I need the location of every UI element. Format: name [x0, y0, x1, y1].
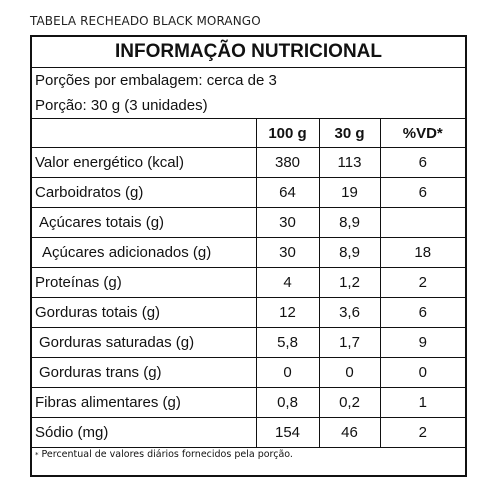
nutrition-table: 100 g 30 g %VD* Valor energético (kcal) …: [32, 119, 465, 447]
nutrition-facts-panel: INFORMAÇÃO NUTRICIONAL Porções por embal…: [30, 35, 467, 477]
value-per-portion: 8,9: [318, 207, 381, 238]
nutrient-label: Gorduras trans (g): [32, 357, 257, 388]
value-per-portion: 1,7: [318, 327, 381, 358]
value-per-100g: 30: [255, 207, 320, 238]
nutrient-label: Açúcares totais (g): [32, 207, 257, 238]
servings-per-package: Porções por embalagem: cerca de 3: [35, 72, 277, 89]
value-per-100g: 64: [255, 177, 320, 208]
value-per-portion: 0,2: [318, 387, 381, 418]
value-per-100g: 154: [255, 417, 320, 447]
header-per-100g: 100 g: [255, 119, 320, 148]
label-heading: TABELA RECHEADO BLACK MORANGO: [30, 14, 261, 28]
nutrient-label: Valor energético (kcal): [32, 147, 257, 178]
value-per-portion: 3,6: [318, 297, 381, 328]
table-row: Sódio (mg) 154 46 2: [32, 417, 465, 447]
table-header-row: 100 g 30 g %VD*: [32, 119, 465, 148]
nutrient-label: Açúcares adicionados (g): [32, 237, 257, 268]
value-per-portion: 46: [318, 417, 381, 447]
header-blank: [32, 119, 257, 148]
value-per-100g: 0,8: [255, 387, 320, 418]
nutrient-label: Carboidratos (g): [32, 177, 257, 208]
nutrient-label: Gorduras saturadas (g): [32, 327, 257, 358]
table-row: Açúcares totais (g) 30 8,9: [32, 207, 465, 238]
value-per-100g: 380: [255, 147, 320, 178]
header-per-portion: 30 g: [318, 119, 381, 148]
footnote-mark: *: [35, 451, 39, 459]
portion-size: Porção: 30 g (3 unidades): [32, 93, 465, 119]
panel-title: INFORMAÇÃO NUTRICIONAL: [32, 37, 465, 68]
daily-value-percent: 6: [379, 177, 465, 208]
nutrient-label: Sódio (mg): [32, 417, 257, 447]
table-row: Gorduras saturadas (g) 5,8 1,7 9: [32, 327, 465, 358]
daily-value-percent: 9: [379, 327, 465, 358]
daily-value-percent: 1: [379, 387, 465, 418]
value-per-100g: 0: [255, 357, 320, 388]
value-per-portion: 8,9: [318, 237, 381, 268]
value-per-100g: 12: [255, 297, 320, 328]
daily-value-percent: 2: [379, 417, 465, 447]
daily-value-percent: 6: [379, 297, 465, 328]
value-per-100g: 30: [255, 237, 320, 268]
table-row: Gorduras totais (g) 12 3,6 6: [32, 297, 465, 328]
table-row: Proteínas (g) 4 1,2 2: [32, 267, 465, 298]
nutrient-label: Fibras alimentares (g): [32, 387, 257, 418]
header-daily-value: %VD*: [379, 119, 465, 148]
table-row: Valor energético (kcal) 380 113 6: [32, 147, 465, 178]
table-row: Carboidratos (g) 64 19 6: [32, 177, 465, 208]
table-row: Açúcares adicionados (g) 30 8,9 18: [32, 237, 465, 268]
table-row: Gorduras trans (g) 0 0 0: [32, 357, 465, 388]
daily-value-percent: 0: [379, 357, 465, 388]
daily-value-percent: [379, 207, 465, 238]
value-per-portion: 1,2: [318, 267, 381, 298]
daily-value-percent: 6: [379, 147, 465, 178]
value-per-portion: 19: [318, 177, 381, 208]
value-per-100g: 4: [255, 267, 320, 298]
value-per-portion: 0: [318, 357, 381, 388]
footnote-text: Percentual de valores diários fornecidos…: [41, 449, 293, 460]
daily-value-percent: 18: [379, 237, 465, 268]
nutrient-label: Gorduras totais (g): [32, 297, 257, 328]
footnote: * Percentual de valores diários fornecid…: [32, 447, 465, 470]
value-per-portion: 113: [318, 147, 381, 178]
nutrient-label: Proteínas (g): [32, 267, 257, 298]
daily-value-percent: 2: [379, 267, 465, 298]
value-per-100g: 5,8: [255, 327, 320, 358]
table-row: Fibras alimentares (g) 0,8 0,2 1: [32, 387, 465, 418]
